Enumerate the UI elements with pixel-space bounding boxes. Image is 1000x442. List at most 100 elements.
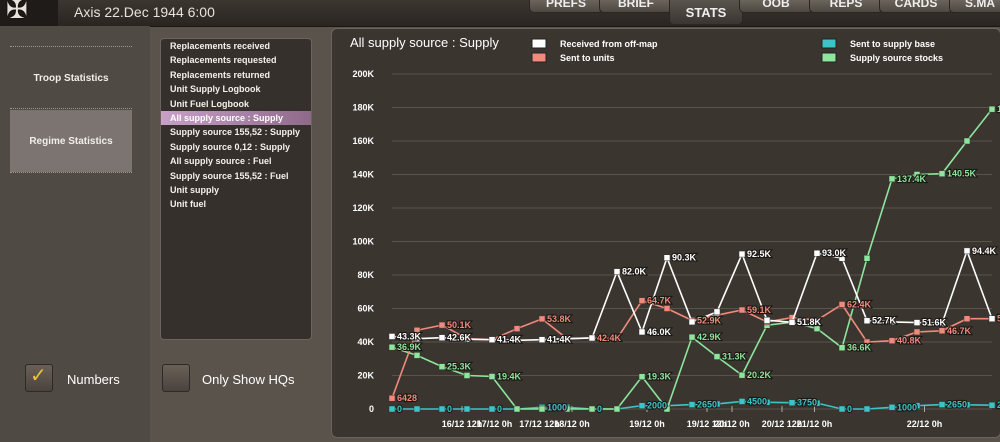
tab-smap[interactable]: S.MA — [949, 0, 1000, 13]
data-label: 82.0K — [622, 267, 647, 277]
numbers-checkbox[interactable]: ✓ — [25, 364, 53, 392]
legend-label: Supply source stocks — [850, 53, 943, 63]
y-tick-label: 40K — [357, 337, 374, 347]
data-label: 50.1K — [447, 320, 472, 330]
data-label: 6428 — [397, 393, 417, 403]
chart-title: All supply source : Supply — [350, 35, 499, 50]
list-item[interactable]: Supply source 155,52 : Fuel — [170, 170, 289, 181]
data-point — [663, 305, 671, 312]
data-point — [638, 297, 646, 304]
tab-prefs[interactable]: PREFS — [529, 0, 603, 13]
data-label: 51.6K — [922, 318, 947, 328]
legend-swatch — [531, 52, 547, 63]
data-point — [863, 338, 871, 346]
list-item[interactable]: All supply source : Fuel — [170, 156, 272, 167]
list-item[interactable]: Unit Supply Logbook — [170, 84, 261, 95]
data-point — [763, 316, 771, 324]
data-point — [638, 402, 646, 409]
data-point — [438, 334, 446, 341]
data-point — [488, 336, 496, 343]
data-point — [888, 404, 896, 411]
y-tick-label: 100K — [352, 237, 374, 247]
data-point — [663, 254, 671, 261]
y-tick-label: 160K — [352, 136, 374, 146]
data-point — [913, 171, 921, 178]
list-item[interactable]: Supply source 155,52 : Supply — [170, 127, 301, 138]
list-item[interactable]: Supply source 0,12 : Supply — [170, 141, 291, 152]
data-label: 41.4K — [547, 335, 572, 345]
data-point — [688, 333, 696, 341]
list-item[interactable]: Unit fuel — [170, 199, 206, 210]
nav-regime-statistics[interactable]: Regime Statistics — [29, 136, 113, 147]
list-item[interactable]: Unit Fuel Logbook — [170, 98, 249, 109]
data-label: 41.4K — [497, 335, 522, 345]
x-tick-label: 17/12 12h — [519, 419, 560, 429]
tab-stats[interactable]: STATS — [669, 0, 743, 25]
data-label: 20.2K — [747, 370, 772, 380]
data-point — [813, 399, 821, 407]
data-point — [788, 399, 796, 406]
data-label: 93.0K — [822, 248, 847, 258]
data-point — [938, 401, 946, 408]
numbers-label: Numbers — [67, 372, 120, 387]
y-tick-label: 120K — [352, 203, 374, 213]
y-tick-label: 80K — [357, 270, 374, 280]
tab-cards[interactable]: CARDS — [879, 0, 953, 13]
y-tick-label: 180K — [352, 103, 374, 113]
tab-brief[interactable]: BRIEF — [599, 0, 673, 13]
data-point — [463, 336, 471, 343]
y-tick-label: 0 — [369, 404, 374, 414]
data-label: 2650 — [947, 400, 967, 410]
x-tick-label: 21/12 0h — [797, 419, 833, 429]
data-label: 4500 — [747, 396, 767, 406]
chart-panel: All supply source : Supply Received from … — [331, 28, 1000, 438]
list-item[interactable]: Replacements received — [170, 41, 271, 51]
data-label: 2000 — [647, 401, 667, 411]
list-item-selected[interactable]: All supply source : Supply — [161, 110, 311, 126]
data-point — [663, 405, 671, 413]
data-point — [838, 405, 846, 413]
list-item[interactable]: Unit supply — [170, 184, 219, 195]
y-tick-label: 20K — [357, 371, 374, 381]
x-tick-label: 19/12 12h — [687, 419, 728, 429]
nav-regime-selected[interactable] — [10, 110, 132, 172]
data-point — [613, 268, 621, 275]
only-hqs-checkbox[interactable] — [162, 364, 190, 392]
data-point — [513, 405, 521, 413]
data-label: 1000 — [547, 402, 567, 412]
data-label: 41.4K — [497, 335, 522, 345]
tab-oob[interactable]: OOB — [739, 0, 813, 13]
data-label: 19.3K — [647, 372, 672, 382]
series-line — [391, 248, 993, 342]
data-label: 42.6K — [447, 333, 472, 343]
list-item[interactable]: Replacements requested — [170, 55, 277, 66]
data-point — [713, 308, 721, 316]
nav-divider — [10, 46, 132, 48]
data-point — [563, 405, 571, 413]
series-line — [391, 299, 992, 399]
nav-troop-statistics[interactable]: Troop Statistics — [33, 73, 109, 84]
data-point — [863, 405, 871, 413]
list-item[interactable]: Replacements returned — [170, 69, 271, 80]
data-label: 31.3K — [722, 352, 747, 362]
legend-label: Received from off-map — [560, 39, 658, 49]
y-tick-label: 200K — [352, 69, 374, 79]
x-tick-label: 20/12 12h — [762, 419, 803, 429]
tab-reps[interactable]: REPS — [809, 0, 883, 13]
data-point — [513, 325, 521, 332]
data-point — [588, 334, 596, 342]
data-label: 0 — [597, 404, 602, 414]
data-label: 1000 — [897, 402, 917, 412]
legend-label: Sent to supply base — [850, 39, 935, 49]
data-label: 3750 — [797, 398, 817, 408]
data-label: 179.0K — [997, 104, 1000, 114]
data-label: 19.4K — [497, 372, 522, 382]
data-label: 52.9K — [697, 315, 722, 325]
data-point — [538, 405, 546, 413]
data-label: 36.9K — [397, 342, 422, 352]
data-point — [463, 405, 471, 413]
top-bar: ✠ Axis 22.Dec 1944 6:00 PREFS BRIEF STAT… — [0, 0, 1000, 27]
data-point — [913, 319, 921, 326]
game-date: Axis 22.Dec 1944 6:00 — [74, 4, 215, 20]
data-point — [813, 249, 821, 257]
